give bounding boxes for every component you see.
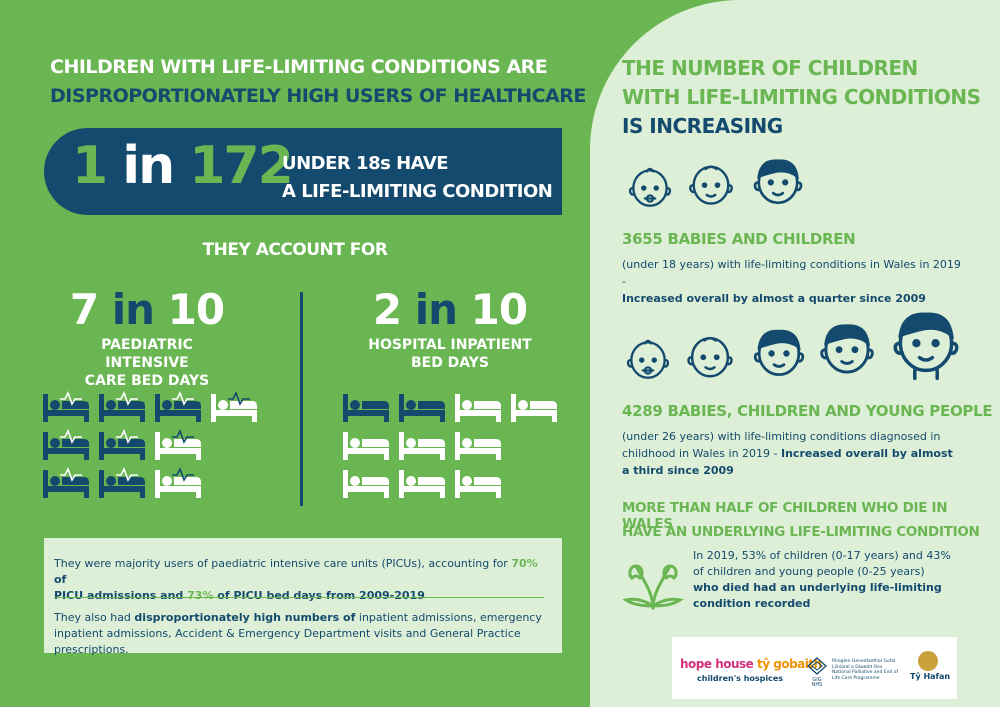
big-stat-num2: 172 xyxy=(189,136,294,196)
right-headline-line3: IS INCREASING xyxy=(622,114,783,138)
svg-text:NHS: NHS xyxy=(812,682,823,687)
picu-stat: 7 in 10 PAEDIATRIC INTENSIVE CARE BED DA… xyxy=(62,285,232,390)
child-face-icon xyxy=(814,314,880,384)
picu-stat-num1: 7 xyxy=(69,285,99,334)
baby-face-icon xyxy=(624,160,676,216)
note-picu-73pct: 73% xyxy=(187,589,214,602)
icu-bed-icon xyxy=(154,428,202,462)
note-picu-70pct: 70% xyxy=(511,557,538,570)
left-headline-line2: DISPROPORTIONATELY HIGH USERS OF HEALTHC… xyxy=(50,85,586,107)
inpatient-stat-num1: 2 xyxy=(372,285,402,334)
inpatient-stat-label: HOSPITAL INPATIENT BED DAYS xyxy=(360,336,540,372)
icu-bed-icon xyxy=(42,466,90,500)
stat-3655-title: 3655 BABIES AND CHILDREN xyxy=(622,230,856,248)
hope-house-logo: hope house tŷ gobaith xyxy=(680,657,822,671)
inpatient-stat-number: 2 in 10 xyxy=(360,285,540,334)
big-stat-number: 1 in 172 xyxy=(72,136,294,196)
stat-4289-desc: (under 26 years) with life-limiting cond… xyxy=(622,430,941,460)
toddler-face-icon xyxy=(684,156,738,214)
note-picu-part-d: PICU admissions and xyxy=(54,589,188,602)
inpatient-bed-icon xyxy=(398,428,446,462)
hope-house-logo-text: hope house xyxy=(680,657,754,671)
inpatient-bed-icon xyxy=(454,466,502,500)
baby-face-icon xyxy=(622,332,674,388)
inpatient-bed-icon xyxy=(398,466,446,500)
inpatient-stat-label-line2: BED DAYS xyxy=(410,355,490,371)
svg-text:GIG: GIG xyxy=(812,677,821,683)
right-headline-line2: WITH LIFE-LIMITING CONDITIONS xyxy=(622,85,981,109)
deaths-text: In 2019, 53% of children (0-17 years) an… xyxy=(693,548,958,612)
inpatient-bed-icon xyxy=(454,390,502,424)
big-stat-text-line2: A LIFE-LIMITING CONDITION xyxy=(282,181,553,202)
inpatient-stat-in: in xyxy=(414,285,458,334)
deaths-bold: who died had an underlying life-limiting… xyxy=(693,581,942,610)
icu-bed-icon xyxy=(98,466,146,500)
adult-face-icon xyxy=(886,300,966,384)
notes-box xyxy=(44,538,562,653)
icu-bed-icon xyxy=(154,466,202,500)
picu-stat-label: PAEDIATRIC INTENSIVE CARE BED DAYS xyxy=(62,336,232,390)
note-inpatient-bold: disproportionately high numbers of xyxy=(134,611,356,624)
deaths-heading-line1: MORE THAN HALF OF CHILDREN WHO DIE IN WA… xyxy=(622,500,948,532)
big-stat-text-line1: UNDER 18s HAVE xyxy=(282,153,449,174)
inpatient-stat: 2 in 10 HOSPITAL INPATIENT BED DAYS xyxy=(360,285,540,372)
stat-3655-bold: Increased overall by almost a quarter si… xyxy=(622,292,926,305)
inpatient-bed-icon xyxy=(342,390,390,424)
deaths-heading-line2: HAVE AN UNDERLYING LIFE-LIMITING CONDITI… xyxy=(622,524,980,540)
picu-stat-label-line2: CARE BED DAYS xyxy=(84,373,210,389)
picu-stat-label-line1: PAEDIATRIC INTENSIVE xyxy=(101,337,193,371)
notes-divider xyxy=(54,597,544,598)
child-face-icon xyxy=(748,150,808,214)
icu-bed-icon xyxy=(98,390,146,424)
hospices-logo-subtext: children's hospices xyxy=(697,674,784,683)
note-picu-part-a: They were majority users of paediatric i… xyxy=(54,557,512,570)
icu-bed-icon xyxy=(42,428,90,462)
note-picu-part-f: of PICU bed days from 2009-2019 xyxy=(213,589,425,602)
big-stat-text: UNDER 18s HAVE A LIFE-LIMITING CONDITION xyxy=(282,150,553,206)
stat-3655-text: (under 18 years) with life-limiting cond… xyxy=(622,256,962,307)
icu-bed-icon xyxy=(98,428,146,462)
snowdrop-flower-icon xyxy=(622,564,684,610)
icu-bed-icon xyxy=(210,390,258,424)
child-face-icon xyxy=(748,320,810,386)
note-picu: They were majority users of paediatric i… xyxy=(54,556,544,604)
inpatient-bed-icon xyxy=(454,428,502,462)
nhs-programme-text: Rhaglen Genedlaethol Gofal Lliniarol a D… xyxy=(832,659,899,681)
inpatient-bed-icon xyxy=(342,428,390,462)
account-for-heading: THEY ACCOUNT FOR xyxy=(202,240,388,260)
toddler-face-icon xyxy=(682,327,738,387)
stat-4289-title: 4289 BABIES, CHILDREN AND YOUNG PEOPLE xyxy=(622,402,993,420)
icu-bed-icon xyxy=(42,390,90,424)
icu-bed-icon xyxy=(154,390,202,424)
note-inpatient: They also had disproportionately high nu… xyxy=(54,610,544,658)
big-stat-num1: 1 xyxy=(72,136,108,196)
big-stat-in: in xyxy=(122,136,175,196)
stat-divider xyxy=(300,292,303,506)
stat-3655-desc: (under 18 years) with life-limiting cond… xyxy=(622,258,961,288)
inpatient-bed-icon xyxy=(398,390,446,424)
note-inpatient-part-c: inpatient admissions, emergency inpatien… xyxy=(54,611,542,656)
note-picu-part-c: of xyxy=(54,573,67,586)
picu-stat-num2: 10 xyxy=(167,285,225,334)
ty-gobaith-logo-text: tŷ gobaith xyxy=(757,657,822,671)
inpatient-stat-num2: 10 xyxy=(470,285,528,334)
note-inpatient-part-a: They also had xyxy=(54,611,135,624)
ty-hafan-logo-icon xyxy=(918,651,938,671)
nhs-wales-logo-icon: GIG NHS xyxy=(807,657,827,687)
stat-4289-bold: Increased overall by almost a third sinc… xyxy=(622,447,953,477)
deaths-desc: In 2019, 53% of children (0-17 years) an… xyxy=(693,549,951,578)
ty-hafan-logo-text: Tŷ Hafan xyxy=(910,672,951,681)
left-headline-line1: CHILDREN WITH LIFE-LIMITING CONDITIONS A… xyxy=(50,56,548,78)
inpatient-bed-icon xyxy=(342,466,390,500)
picu-stat-number: 7 in 10 xyxy=(62,285,232,334)
big-stat-box xyxy=(44,128,562,215)
inpatient-bed-icon xyxy=(510,390,558,424)
inpatient-stat-label-line1: HOSPITAL INPATIENT xyxy=(368,337,532,353)
stat-4289-text: (under 26 years) with life-limiting cond… xyxy=(622,428,962,479)
picu-stat-in: in xyxy=(111,285,155,334)
right-headline-line1: THE NUMBER OF CHILDREN xyxy=(622,56,918,80)
